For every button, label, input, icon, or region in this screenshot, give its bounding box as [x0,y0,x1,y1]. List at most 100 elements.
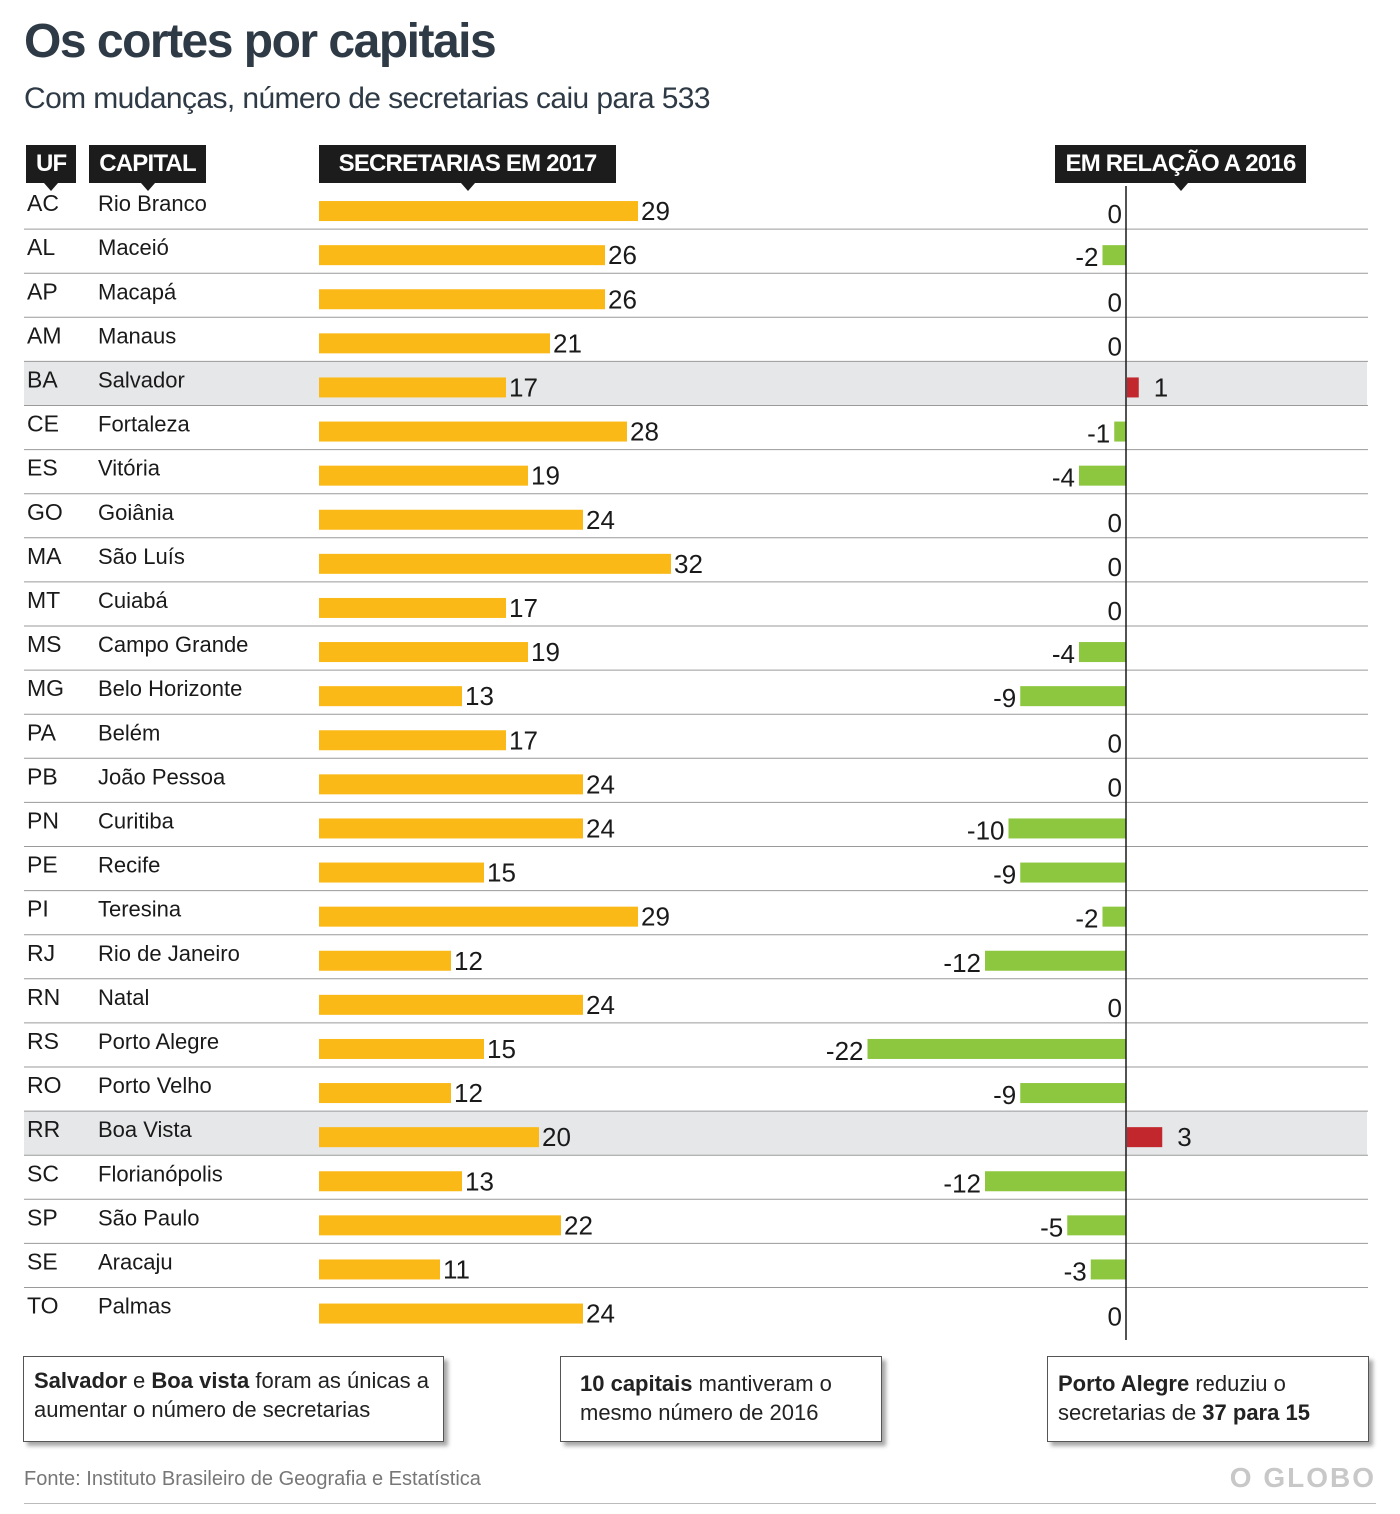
secretarias-bar [319,1215,561,1236]
note-unchanged: 10 capitais mantiveram o mesmo número de… [560,1356,882,1442]
secretarias-bar [319,509,583,530]
secretarias-bar [319,642,528,663]
capital-label: Belém [98,720,160,745]
capital-label: Boa Vista [98,1117,193,1142]
uf-label: AL [27,234,55,260]
secretarias-bar [319,1259,440,1280]
uf-label: PE [27,852,58,878]
secretarias-bar [319,553,671,574]
change-value: 0 [1108,1302,1122,1332]
note-increase-bold-2: Boa vista [151,1368,250,1393]
change-value: -12 [943,948,981,978]
secretarias-value: 24 [586,1299,615,1329]
chart-area: AC Rio Branco 29 0 AL Maceió 26 -2 AP Macapá 26 0 AM… [24,186,1368,1340]
secretarias-value: 26 [608,284,637,314]
capital-label: Florianópolis [98,1161,223,1186]
uf-label: CE [27,411,59,437]
capital-label: Recife [98,853,160,878]
change-bar [1079,642,1126,663]
change-bar [985,950,1126,971]
capital-label: João Pessoa [98,764,226,789]
uf-label: MS [27,631,62,657]
secretarias-bar [319,950,451,971]
change-bar [1090,1259,1126,1280]
change-bar [1127,377,1139,398]
capital-label: Rio Branco [98,191,207,216]
uf-label: PN [27,807,59,833]
change-value: -10 [967,815,1005,845]
bottom-divider [24,1503,1376,1504]
change-value: -2 [1075,242,1098,272]
secretarias-bar [319,465,528,486]
secretarias-bar [319,686,462,707]
secretarias-bar [319,1127,539,1148]
secretarias-value: 28 [630,417,659,447]
capital-label: Aracaju [98,1249,173,1274]
header-relacao: EM RELAÇÃO A 2016 [1055,145,1306,191]
secretarias-bar [319,1303,583,1324]
note-porto-alegre: Porto Alegre reduziu o secretarias de 37… [1047,1356,1369,1442]
uf-label: PA [27,719,57,745]
change-value: -3 [1064,1256,1087,1286]
change-bar [1020,1083,1126,1104]
uf-label: MT [27,587,60,613]
secretarias-bar [319,994,583,1015]
capital-label: Porto Alegre [98,1029,219,1054]
secretarias-value: 20 [542,1122,571,1152]
uf-label: RN [27,984,60,1010]
capital-label: Manaus [98,323,176,348]
secretarias-value: 29 [641,196,670,226]
capital-label: Rio de Janeiro [98,941,240,966]
change-value: 0 [1108,287,1122,317]
secretarias-bar [319,1038,484,1059]
change-bar [1127,1127,1163,1148]
change-bar [1020,686,1126,707]
change-bar [1079,465,1126,486]
change-bar [1102,906,1126,927]
capital-label: Belo Horizonte [98,676,242,701]
secretarias-bar [319,774,583,795]
change-value: -9 [993,683,1016,713]
change-bar [1102,245,1126,266]
uf-label: ES [27,455,58,481]
secretarias-value: 24 [586,813,615,843]
note-unchanged-text-1: mantiveram o mesmo número de 2016 [580,1371,832,1425]
header-capital: CAPITAL [89,145,206,191]
secretarias-value: 29 [641,902,670,932]
change-value: 0 [1108,993,1122,1023]
capital-label: Fortaleza [98,412,190,437]
secretarias-bar [319,906,638,927]
secretarias-bar [319,201,638,222]
change-bar [1114,421,1126,442]
capital-label: Maceió [98,235,169,260]
uf-label: AC [27,190,59,216]
highlight-row-bg [24,1111,1367,1156]
uf-label: BA [27,366,58,392]
capital-label: Teresina [98,897,182,922]
note-porto-alegre-text-1: reduziu o secretarias de [1058,1371,1286,1425]
header-uf: UF [26,145,76,191]
note-increase-text-2: foram as únicas a aumentar o número de s… [34,1368,429,1422]
secretarias-value: 26 [608,240,637,270]
secretarias-bar [319,377,506,398]
change-value: -22 [826,1036,864,1066]
secretarias-bar [319,421,627,442]
capital-label: Salvador [98,367,185,392]
secretarias-value: 17 [509,725,538,755]
secretarias-value: 12 [454,946,483,976]
highlight-row-bg [24,361,1367,406]
uf-label: AM [27,322,62,348]
secretarias-value: 21 [553,328,582,358]
chart-subtitle: Com mudanças, número de secretarias caiu… [24,82,711,115]
secretarias-value: 19 [531,637,560,667]
capital-label: São Paulo [98,1205,200,1230]
uf-label: RO [27,1072,62,1098]
uf-label: TO [27,1293,59,1319]
secretarias-value: 15 [487,1034,516,1064]
secretarias-bar [319,818,583,839]
change-value: 0 [1108,331,1122,361]
change-value: 0 [1108,596,1122,626]
change-value: -9 [993,1080,1016,1110]
secretarias-bar [319,245,605,266]
uf-label: MA [27,543,62,569]
